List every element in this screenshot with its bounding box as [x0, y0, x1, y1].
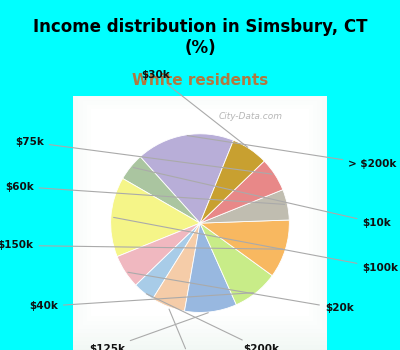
Text: City-Data.com: City-Data.com: [219, 112, 283, 121]
Wedge shape: [123, 157, 200, 223]
Wedge shape: [117, 223, 200, 285]
Text: $60k: $60k: [5, 182, 284, 204]
Text: $75k: $75k: [15, 137, 272, 174]
Text: $20k: $20k: [128, 272, 354, 313]
Wedge shape: [200, 190, 289, 223]
Wedge shape: [200, 220, 289, 276]
Text: Income distribution in Simsbury, CT
(%): Income distribution in Simsbury, CT (%): [33, 18, 367, 57]
Wedge shape: [184, 223, 236, 313]
Text: $125k: $125k: [89, 313, 208, 350]
Text: $150k: $150k: [0, 240, 283, 251]
Wedge shape: [200, 140, 264, 223]
Wedge shape: [153, 223, 200, 311]
Text: $40k: $40k: [29, 293, 254, 312]
Text: > $200k: > $200k: [187, 135, 396, 169]
Text: White residents: White residents: [132, 73, 268, 88]
Wedge shape: [200, 223, 272, 305]
Text: $100k: $100k: [114, 217, 398, 273]
Wedge shape: [136, 223, 200, 299]
Text: $30k: $30k: [141, 70, 248, 147]
Text: $200k: $200k: [146, 294, 279, 350]
Wedge shape: [140, 134, 234, 223]
Wedge shape: [111, 178, 200, 257]
Wedge shape: [200, 161, 283, 223]
Text: $50k: $50k: [169, 309, 204, 350]
Text: $10k: $10k: [133, 168, 391, 228]
